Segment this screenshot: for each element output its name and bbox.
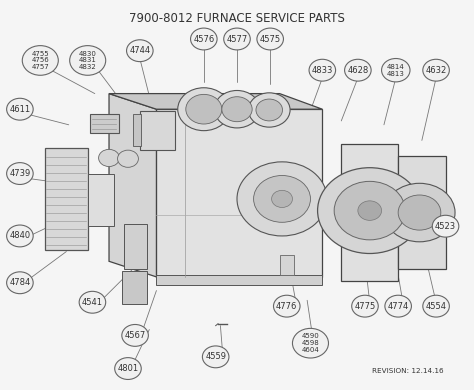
Text: 4632: 4632 (426, 66, 447, 75)
Bar (124, 224, 147, 269)
Bar (156, 275, 322, 285)
Circle shape (256, 99, 283, 121)
Text: 4739: 4739 (9, 169, 30, 178)
Circle shape (257, 28, 283, 50)
Circle shape (99, 149, 119, 167)
Circle shape (186, 94, 222, 124)
Bar (88, 174, 114, 226)
Text: 4559: 4559 (205, 352, 226, 362)
Circle shape (70, 46, 106, 75)
Text: 4523: 4523 (435, 222, 456, 231)
Circle shape (224, 28, 250, 50)
Text: 4755
4756
4757: 4755 4756 4757 (31, 51, 49, 70)
Text: 4567: 4567 (125, 331, 146, 340)
Circle shape (118, 150, 138, 167)
Circle shape (358, 201, 382, 220)
Bar (45, 148, 88, 250)
Circle shape (352, 295, 378, 317)
Text: 4801: 4801 (118, 364, 138, 373)
Text: 4576: 4576 (193, 34, 214, 44)
Circle shape (384, 183, 455, 242)
Circle shape (398, 195, 441, 230)
Circle shape (237, 162, 327, 236)
Text: REVISION: 12.14.16: REVISION: 12.14.16 (372, 368, 444, 374)
Polygon shape (109, 94, 322, 109)
Circle shape (79, 291, 106, 313)
Text: 4833: 4833 (311, 66, 333, 75)
Circle shape (122, 324, 148, 346)
Text: 4541: 4541 (82, 298, 103, 307)
Circle shape (191, 28, 217, 50)
Bar (90, 114, 118, 133)
Text: 4590
4598
4604: 4590 4598 4604 (301, 333, 319, 353)
Circle shape (7, 163, 33, 184)
Text: 4611: 4611 (9, 105, 30, 114)
Circle shape (385, 295, 411, 317)
Text: 4814
4813: 4814 4813 (387, 64, 405, 76)
Circle shape (115, 358, 141, 379)
Circle shape (272, 190, 292, 207)
Circle shape (345, 59, 371, 81)
Circle shape (248, 93, 290, 127)
Text: 4577: 4577 (227, 34, 247, 44)
Polygon shape (109, 94, 156, 277)
Text: 4776: 4776 (276, 301, 298, 311)
Bar (133, 114, 141, 146)
Circle shape (202, 346, 229, 368)
Text: 4628: 4628 (347, 66, 368, 75)
Bar (122, 271, 147, 304)
Circle shape (7, 98, 33, 120)
Circle shape (273, 295, 300, 317)
Text: 4840: 4840 (9, 231, 30, 241)
Circle shape (222, 97, 252, 122)
Bar (156, 109, 322, 277)
Circle shape (423, 59, 449, 81)
Circle shape (334, 181, 405, 240)
Circle shape (254, 176, 310, 222)
Bar (140, 111, 175, 150)
Circle shape (292, 328, 328, 358)
Text: 4774: 4774 (388, 301, 409, 311)
Bar (398, 156, 446, 269)
Circle shape (127, 40, 153, 62)
Circle shape (382, 58, 410, 82)
Text: 4775: 4775 (355, 301, 375, 311)
Circle shape (178, 88, 230, 131)
Circle shape (7, 225, 33, 247)
Text: 4744: 4744 (129, 46, 150, 55)
Circle shape (423, 295, 449, 317)
Text: 7900-8012 FURNACE SERVICE PARTS: 7900-8012 FURNACE SERVICE PARTS (129, 12, 345, 25)
Bar (341, 144, 398, 281)
Text: 4830
4831
4832: 4830 4831 4832 (79, 51, 97, 70)
Circle shape (432, 215, 459, 237)
Circle shape (318, 168, 422, 254)
Text: 4575: 4575 (260, 34, 281, 44)
Circle shape (214, 90, 260, 128)
Circle shape (7, 272, 33, 294)
Text: 4784: 4784 (9, 278, 30, 287)
Text: 4554: 4554 (426, 301, 447, 311)
Circle shape (309, 59, 336, 81)
Circle shape (22, 46, 58, 75)
Bar (280, 255, 294, 275)
